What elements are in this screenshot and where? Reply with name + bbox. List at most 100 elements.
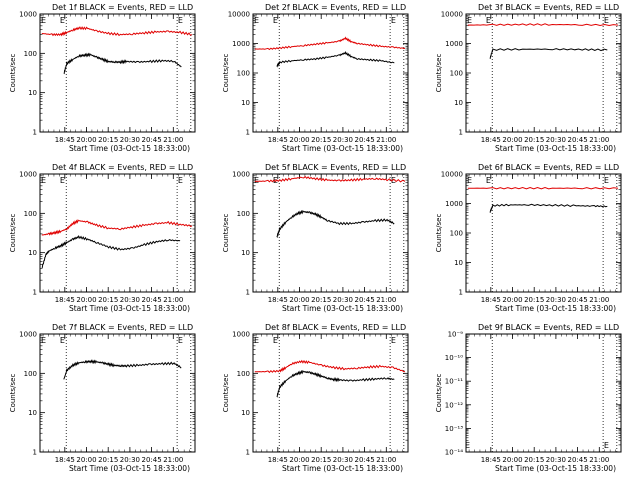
x-tick-label: 20:00 xyxy=(289,136,309,144)
y-tick-label: 10⁻¹⁴ xyxy=(445,449,463,457)
e-marker: E xyxy=(178,16,183,25)
x-axis-label: Start Time (03-Oct-15 18:33:00) xyxy=(69,144,190,153)
x-axis-label: Start Time (03-Oct-15 18:33:00) xyxy=(282,464,403,473)
plot-frame xyxy=(252,333,409,453)
x-tick-label: 20:15 xyxy=(311,296,331,304)
plot-frame xyxy=(465,13,622,133)
y-axis-label: Counts/sec xyxy=(9,214,17,253)
e-marker: E xyxy=(178,336,183,345)
panel-det-1: Det 1f BLACK = Events, RED = LLD 1 10 100 10… xyxy=(9,3,196,153)
x-tick-label: 20:45 xyxy=(142,136,162,144)
e-marker-edge: E xyxy=(254,16,259,25)
panel-title: Det 3f BLACK = Events, RED = LLD xyxy=(478,3,619,12)
plot-frame xyxy=(39,333,196,453)
x-axis-label: Start Time (03-Oct-15 18:33:00) xyxy=(495,464,616,473)
x-tick-label: 20:45 xyxy=(355,296,375,304)
x-tick-label: 21:00 xyxy=(163,296,183,304)
x-tick-label: 20:45 xyxy=(355,136,375,144)
x-tick-label: 20:30 xyxy=(333,456,353,464)
y-tick-label: 100 xyxy=(237,70,250,78)
events-series-line xyxy=(489,48,608,60)
lld-series-line xyxy=(254,359,406,374)
lld-series-line xyxy=(467,23,619,27)
panel-title: Det 5f BLACK = Events, RED = LLD xyxy=(265,163,406,172)
x-tick-label: 20:45 xyxy=(355,456,375,464)
x-axis-label: Start Time (03-Oct-15 18:33:00) xyxy=(69,304,190,313)
x-tick-label: 20:15 xyxy=(524,456,544,464)
x-tick-label: 20:15 xyxy=(524,136,544,144)
x-tick-label: 20:30 xyxy=(120,136,140,144)
y-tick-label: 1000 xyxy=(19,11,37,19)
y-tick-label: 10 xyxy=(28,89,37,97)
x-tick-label: 20:30 xyxy=(120,296,140,304)
y-tick-label: 1 xyxy=(459,129,463,137)
x-tick-label: 20:45 xyxy=(568,296,588,304)
x-tick-label: 20:15 xyxy=(98,456,118,464)
panel-title: Det 7f BLACK = Events, RED = LLD xyxy=(52,323,193,332)
y-tick-label: 100 xyxy=(450,70,463,78)
y-axis-label: Counts/sec xyxy=(9,54,17,93)
y-tick-label: 1 xyxy=(33,289,37,297)
x-tick-label: 21:00 xyxy=(589,296,609,304)
x-tick-label: 20:15 xyxy=(311,136,331,144)
x-tick-label: 18:45 xyxy=(268,136,288,144)
e-marker-edge: E xyxy=(41,176,46,185)
lld-series-line xyxy=(41,219,193,236)
panel-title: Det 6f BLACK = Events, RED = LLD xyxy=(478,163,619,172)
x-tick-label: 18:45 xyxy=(55,296,75,304)
y-tick-label: 10 xyxy=(28,249,37,257)
lld-series-line xyxy=(41,26,193,37)
x-tick-label: 18:45 xyxy=(268,456,288,464)
events-series-line xyxy=(276,209,395,239)
x-tick-label: 21:00 xyxy=(376,456,396,464)
plot-frame xyxy=(465,173,622,293)
e-marker-edge: E xyxy=(41,336,46,345)
y-tick-label: 1 xyxy=(33,129,37,137)
x-tick-label: 20:15 xyxy=(524,296,544,304)
y-axis-label: Counts/sec xyxy=(435,54,443,93)
e-marker: E xyxy=(486,16,491,25)
x-tick-label: 20:00 xyxy=(76,456,96,464)
plot-frame xyxy=(39,173,196,293)
e-marker: E xyxy=(391,16,396,25)
x-tick-label: 20:00 xyxy=(76,296,96,304)
y-tick-label: 1 xyxy=(33,449,37,457)
y-axis-label: Counts/sec xyxy=(222,374,230,413)
y-tick-label: 1000 xyxy=(19,331,37,339)
x-tick-label: 20:00 xyxy=(289,296,309,304)
y-tick-label: 100 xyxy=(450,230,463,238)
panel-title: Det 4f BLACK = Events, RED = LLD xyxy=(52,163,193,172)
y-tick-label: 100 xyxy=(237,210,250,218)
y-tick-label: 1 xyxy=(246,289,250,297)
x-tick-label: 18:45 xyxy=(481,296,501,304)
x-tick-label: 20:15 xyxy=(311,456,331,464)
e-marker: E xyxy=(60,16,65,25)
e-marker: E xyxy=(273,336,278,345)
y-axis-label: Counts/sec xyxy=(9,374,17,413)
y-tick-label: 10 xyxy=(28,409,37,417)
x-tick-label: 20:00 xyxy=(502,296,522,304)
x-tick-label: 20:00 xyxy=(289,456,309,464)
x-tick-label: 20:30 xyxy=(120,456,140,464)
y-tick-label: 10 xyxy=(241,409,250,417)
plot-frame xyxy=(39,13,196,133)
y-tick-label: 1 xyxy=(459,289,463,297)
e-marker: E xyxy=(273,16,278,25)
y-tick-label: 100 xyxy=(24,210,37,218)
x-tick-label: 20:45 xyxy=(568,456,588,464)
e-marker: E xyxy=(391,336,396,345)
events-series-line xyxy=(489,203,608,213)
panel-det-7: Det 7f BLACK = Events, RED = LLD 1 10 100 10… xyxy=(9,323,196,473)
y-tick-label: 10 xyxy=(241,249,250,257)
events-series-line xyxy=(63,52,182,75)
x-tick-label: 20:45 xyxy=(142,296,162,304)
y-tick-label: 10⁻¹³ xyxy=(445,425,463,433)
x-tick-label: 20:00 xyxy=(502,136,522,144)
e-marker-edge: E xyxy=(467,16,472,25)
y-tick-label: 10 xyxy=(454,99,463,107)
panel-det-8: Det 8f BLACK = Events, RED = LLD 1 10 100 10… xyxy=(222,323,409,473)
e-marker: E xyxy=(465,441,470,450)
x-axis-label: Start Time (03-Oct-15 18:33:00) xyxy=(282,304,403,313)
y-tick-label: 1000 xyxy=(19,171,37,179)
